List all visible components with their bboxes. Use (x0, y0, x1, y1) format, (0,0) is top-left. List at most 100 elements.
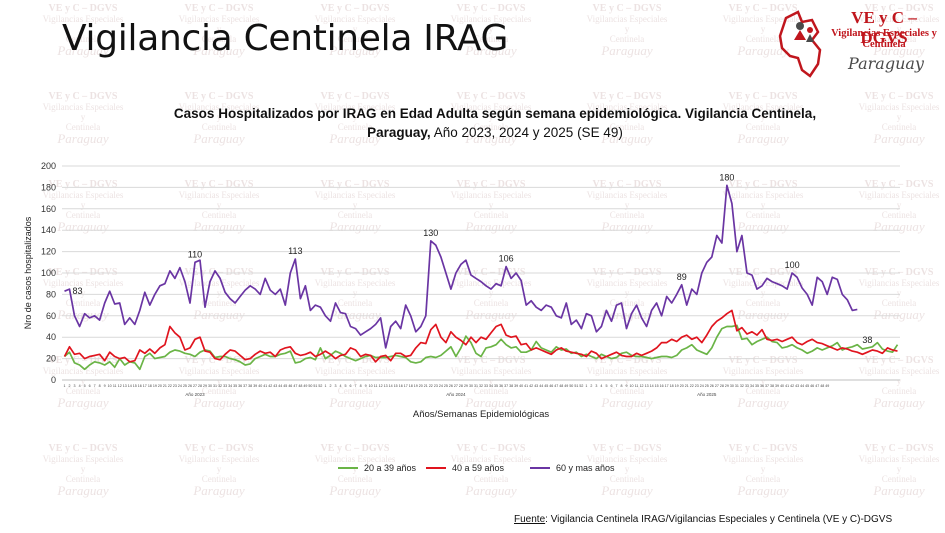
x-tick-label: 12 (640, 384, 644, 388)
watermark-line1: Vigilancias Especiales y (450, 366, 532, 386)
data-label: 110 (188, 249, 202, 259)
x-tick-label: 28 (459, 384, 463, 388)
x-tick-label: 41 (524, 384, 528, 388)
watermark-title: VE y C – DGVS (184, 3, 254, 14)
x-tick-label: 44 (800, 384, 804, 388)
x-tick-label: 14 (128, 384, 132, 388)
y-tick-label: 100 (41, 268, 56, 278)
watermark-line1: Vigilancias Especiales y (178, 278, 260, 298)
x-tick-label: 42 (268, 384, 272, 388)
x-tick-label: 3 (334, 384, 336, 388)
x-tick-label: 35 (755, 384, 759, 388)
watermark-line1: Vigilancias Especiales y (586, 102, 668, 122)
watermark-title: VE y C – DGVS (728, 179, 798, 190)
x-tick-label: 47 (815, 384, 819, 388)
watermark-script: Paraguay (193, 307, 245, 322)
year-label: Año 2024 (446, 392, 466, 397)
x-tick-label: 38 (509, 384, 513, 388)
watermark-line1: Vigilancias Especiales y (858, 102, 940, 122)
watermark-script: Paraguay (873, 131, 925, 146)
x-tick-label: 16 (660, 384, 664, 388)
x-tick-label: 10 (369, 384, 373, 388)
watermark-script: Paraguay (465, 307, 517, 322)
x-tick-label: 4 (600, 384, 602, 388)
x-tick-label: 31 (474, 384, 478, 388)
x-tick-label: 8 (621, 384, 623, 388)
watermark-line1: Vigilancias Especiales y (314, 102, 396, 122)
x-tick-label: 16 (399, 384, 403, 388)
watermark-title: VE y C – DGVS (456, 443, 526, 454)
watermark-line2: Centinela (609, 386, 645, 396)
watermark-line2: Centinela (473, 298, 509, 308)
watermark-script: Paraguay (465, 395, 517, 410)
data-label: 130 (423, 228, 438, 238)
watermark-title: VE y C – DGVS (728, 91, 798, 102)
watermark-line2: Centinela (201, 122, 237, 132)
watermark-line1: Vigilancias Especiales y (858, 190, 940, 210)
watermark-line2: Centinela (609, 474, 645, 484)
x-tick-label: 18 (148, 384, 152, 388)
watermark-line2: Centinela (881, 34, 917, 44)
x-tick-label: 10 (630, 384, 634, 388)
watermark-script: Paraguay (737, 395, 789, 410)
x-tick-label: 20 (158, 384, 162, 388)
y-tick-label: 120 (41, 247, 56, 257)
x-tick-label: 29 (464, 384, 468, 388)
watermark-line1: Vigilancias Especiales y (42, 190, 124, 210)
watermark-line1: Vigilancias Especiales y (314, 278, 396, 298)
x-tick-label: 4 (79, 384, 81, 388)
x-tick-label: 17 (404, 384, 408, 388)
watermark-title: VE y C – DGVS (48, 179, 118, 190)
y-tick-label: 140 (41, 225, 56, 235)
watermark-line2: Centinela (201, 298, 237, 308)
x-tick-label: 24 (700, 384, 704, 388)
watermark-title: VE y C – DGVS (592, 179, 662, 190)
watermark-title: VE y C – DGVS (592, 355, 662, 366)
year-label: Año 2023 (185, 392, 205, 397)
y-tick-label: 20 (46, 354, 56, 364)
watermark-line1: Vigilancias Especiales y (858, 454, 940, 474)
watermark-script: Paraguay (737, 43, 789, 58)
watermark-line1: Vigilancias Especiales y (722, 14, 804, 34)
watermark-line2: Centinela (745, 474, 781, 484)
x-tick-label: 32 (479, 384, 483, 388)
x-tick-label: 13 (123, 384, 127, 388)
x-tick-label: 41 (785, 384, 789, 388)
x-tick-label: 9 (104, 384, 106, 388)
x-tick-label: 23 (695, 384, 699, 388)
watermark-title: VE y C – DGVS (184, 355, 254, 366)
x-tick-label: 21 (163, 384, 167, 388)
watermark-title: VE y C – DGVS (48, 3, 118, 14)
x-tick-label: 38 (248, 384, 252, 388)
data-label: 106 (499, 254, 514, 264)
x-tick-label: 11 (635, 384, 639, 388)
x-tick-label: 17 (665, 384, 669, 388)
x-tick-label: 40 (780, 384, 784, 388)
x-axis-title: Años/Semanas Epidemiológicas (413, 409, 549, 420)
x-tick-label: 11 (113, 384, 117, 388)
y-tick-label: 200 (41, 161, 56, 171)
x-tick-label: 8 (99, 384, 101, 388)
series-line-2 (64, 184, 858, 349)
watermark-line2: Centinela (881, 386, 917, 396)
watermark-script: Paraguay (329, 395, 381, 410)
watermark-script: Paraguay (329, 43, 381, 58)
y-tick-label: 80 (46, 289, 56, 299)
watermark-line2: Centinela (201, 34, 237, 44)
watermark-script: Paraguay (465, 131, 517, 146)
watermark-line1: Vigilancias Especiales y (858, 366, 940, 386)
watermark-title: VE y C – DGVS (48, 355, 118, 366)
watermark-line2: Centinela (609, 34, 645, 44)
watermark-line2: Centinela (745, 298, 781, 308)
x-tick-label: 49 (303, 384, 307, 388)
x-tick-label: 39 (514, 384, 518, 388)
x-tick-label: 37 (504, 384, 508, 388)
watermark-title: VE y C – DGVS (728, 443, 798, 454)
watermark-script: Paraguay (873, 483, 925, 498)
data-label: 100 (785, 260, 800, 270)
